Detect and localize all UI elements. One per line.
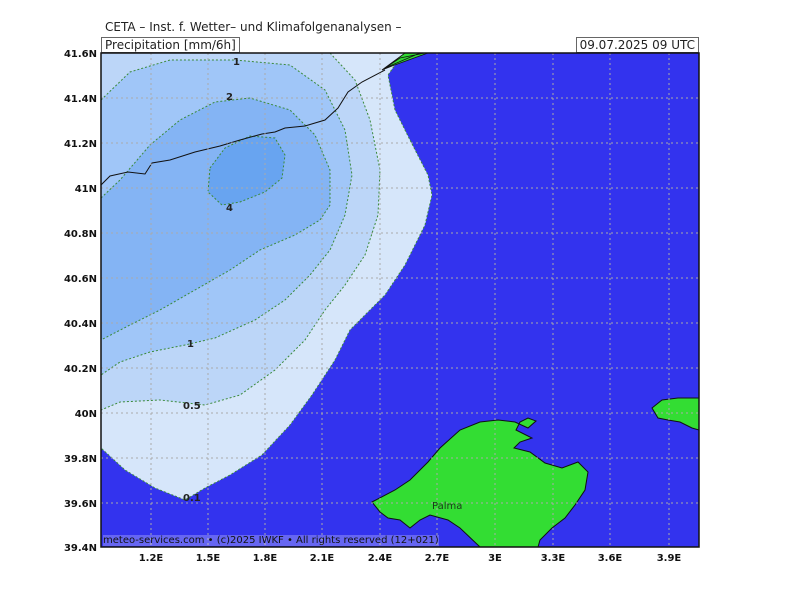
mainland-coast [381,53,440,71]
lat-label: 41.4N [64,94,97,105]
lat-label: 41.6N [64,49,97,60]
lon-label: 2.4E [368,553,393,564]
contour-label: 2 [226,92,233,103]
lon-label: 1.5E [196,553,221,564]
lat-label: 39.8N [64,454,97,465]
map-frame [100,52,700,548]
lon-label: 2.1E [310,553,335,564]
lat-label: 39.6N [64,499,97,510]
copyright-text: meteo-services.com • (c)2025 IWKF • All … [103,535,439,546]
contour-label: 0.1 [183,493,201,504]
lat-label: 41.2N [64,139,97,150]
city-label-palma: Palma [432,501,462,512]
contour-line-0-1 [101,53,433,501]
lat-label: 40.6N [64,274,97,285]
contour-line-2 [101,97,331,341]
contour-line-0-5 [101,53,381,411]
longitude-labels: 1.2E 1.5E 1.8E 2.1E 2.4E 2.7E 3E 3.3E 3.… [139,553,682,564]
lat-label: 40.4N [64,319,97,330]
contour-line-1 [101,59,353,376]
menorca-island [651,397,699,431]
lat-label: 40N [75,409,97,420]
contour-line-4 [207,135,286,206]
latitude-labels: 41.6N 41.4N 41.2N 41N 40.8N 40.6N 40.4N … [64,49,97,554]
lat-label: 39.4N [64,543,97,554]
lon-label: 1.2E [139,553,164,564]
contour-label: 0.5 [183,401,201,412]
graticule [101,53,699,547]
model-title: CETA – Inst. f. Wetter– und Klimafolgena… [105,20,402,34]
lon-label: 1.8E [253,553,278,564]
mallorca-island [371,417,589,547]
lat-label: 41N [75,184,97,195]
field-title: Precipitation [mm/6h] [101,37,240,53]
lon-label: 3.6E [598,553,623,564]
lon-label: 3.3E [541,553,566,564]
lon-label: 2.7E [425,553,450,564]
coastline [101,69,386,186]
lat-label: 40.8N [64,229,97,240]
contour-label: 1 [233,57,240,68]
lat-label: 40.2N [64,364,97,375]
lon-label: 3E [488,553,502,564]
contour-label: 4 [226,203,233,214]
lon-label: 3.9E [657,553,682,564]
contour-label: 1 [187,339,194,350]
